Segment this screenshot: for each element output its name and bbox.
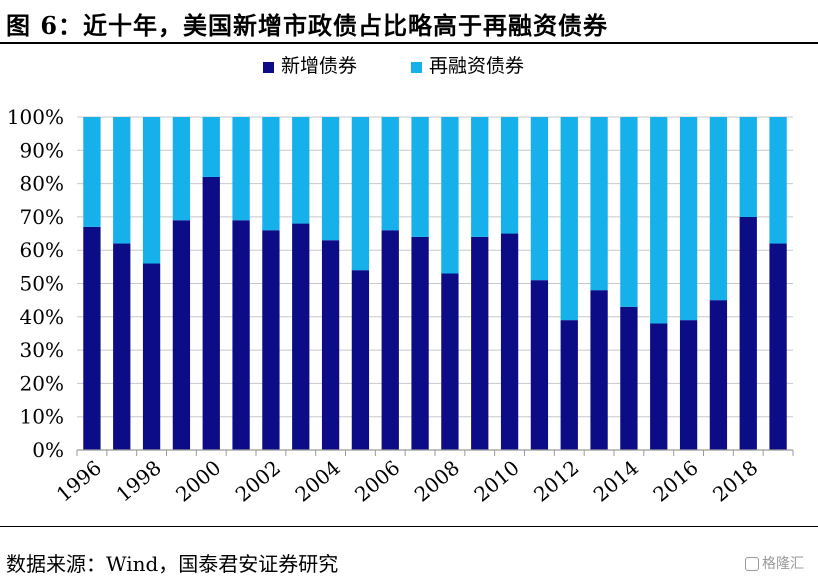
x-tick-label: 2000 (171, 455, 225, 506)
x-tick-label: 2014 (589, 455, 643, 506)
bar-refinancing-2005 (351, 117, 370, 271)
bar-new-issue-2004 (321, 240, 340, 450)
y-tick-label: 100% (7, 105, 64, 129)
chart-legend: 新增债券 再融资债券 (263, 55, 524, 77)
legend-label-refinancing: 再融资债券 (429, 55, 524, 77)
bar-refinancing-1997 (113, 117, 131, 244)
x-tick-label: 1998 (111, 455, 165, 506)
gridlines (77, 116, 793, 418)
legend-label-new-issue: 新增债券 (281, 55, 357, 77)
bar-new-issue-2001 (232, 220, 250, 450)
bar-refinancing-1998 (142, 117, 161, 264)
x-tick-label: 2010 (469, 455, 523, 506)
bar-refinancing-2013 (590, 117, 608, 291)
x-tick-label: 1996 (52, 455, 106, 506)
bar-refinancing-2001 (232, 117, 250, 221)
bar-refinancing-2003 (292, 117, 310, 224)
legend-swatch-refinancing (411, 62, 422, 73)
bar-refinancing-2016 (679, 117, 698, 321)
bar-new-issue-2019 (769, 243, 787, 450)
bar-new-issue-2000 (202, 176, 220, 450)
bar-new-issue-2003 (292, 223, 310, 450)
bar-refinancing-2010 (500, 117, 519, 234)
bar-new-issue-2008 (441, 273, 459, 450)
bar-new-issue-2013 (590, 290, 608, 450)
bar-new-issue-2002 (262, 230, 280, 450)
x-tick-label: 2016 (648, 455, 702, 506)
y-tick-label: 40% (20, 305, 64, 329)
bar-refinancing-2004 (321, 117, 340, 241)
bar-refinancing-2006 (381, 117, 399, 231)
y-tick-label: 0% (32, 438, 64, 462)
bar-refinancing-2000 (202, 117, 220, 177)
bar-new-issue-1996 (83, 226, 101, 450)
bar-refinancing-2015 (650, 117, 668, 324)
bar-new-issue-2016 (679, 320, 698, 450)
bar-new-issue-2006 (381, 230, 399, 450)
bar-refinancing-1999 (172, 117, 191, 221)
y-axis: 0% 10% 20% 30% 40% 50% 60% 70% 80% 90% 100% (7, 105, 64, 462)
x-tick-label: 2018 (708, 455, 762, 506)
y-tick-label: 10% (20, 405, 64, 429)
y-tick-label: 60% (20, 238, 64, 262)
x-tick-label: 2004 (290, 455, 344, 506)
x-tick-label: 2008 (410, 455, 464, 506)
bar-refinancing-2008 (441, 117, 459, 274)
bar-new-issue-2009 (471, 236, 489, 450)
bar-new-issue-1997 (113, 243, 131, 450)
y-tick-label: 20% (20, 371, 64, 395)
bars (83, 117, 787, 450)
bar-new-issue-2015 (650, 323, 668, 450)
bar-refinancing-2012 (560, 117, 578, 321)
y-tick-label: 30% (20, 338, 64, 362)
bar-refinancing-2011 (530, 117, 549, 281)
bar-new-issue-1999 (172, 220, 191, 450)
bar-refinancing-2019 (769, 117, 787, 244)
bar-new-issue-2014 (620, 306, 638, 450)
y-tick-label: 90% (20, 138, 64, 162)
x-axis: 1996 1998 2000 2002 2004 2006 2008 2010 2012 2014… (52, 449, 794, 507)
bar-refinancing-2002 (262, 117, 280, 231)
x-tick-label: 2006 (350, 455, 404, 506)
y-tick-label: 70% (20, 205, 64, 229)
bar-new-issue-2017 (709, 300, 728, 450)
title-rule (0, 42, 818, 44)
bar-new-issue-2005 (351, 270, 370, 450)
y-tick-label: 80% (20, 172, 64, 196)
bar-refinancing-2014 (620, 117, 638, 307)
bar-refinancing-2018 (739, 117, 757, 217)
y-tick-label: 50% (20, 272, 64, 296)
x-tick-label: 2012 (529, 455, 583, 506)
legend-swatch-new-issue (263, 62, 274, 73)
x-tick-label: 2002 (231, 455, 285, 506)
watermark-logo-icon (745, 557, 759, 571)
bar-new-issue-2018 (739, 216, 757, 450)
bar-refinancing-1996 (83, 117, 101, 227)
stacked-bar-chart: 新增债券 再融资债券 0% 10% 20% 30% 40% 50% 60% 70% 80% 90%… (7, 55, 794, 507)
bar-new-issue-2012 (560, 320, 578, 450)
bar-refinancing-2009 (471, 117, 489, 237)
bar-refinancing-2007 (411, 117, 429, 237)
bar-new-issue-1998 (142, 263, 161, 450)
figure-title: 图 6：近十年，美国新增市政债占比略高于再融资债券 (6, 11, 609, 40)
bar-new-issue-2010 (500, 233, 519, 450)
source-note: 数据来源：Wind，国泰君安证券研究 (6, 552, 339, 576)
bar-new-issue-2011 (530, 280, 549, 450)
watermark-text: 格隆汇 (762, 556, 804, 572)
watermark: 格隆汇 (745, 553, 804, 573)
bar-new-issue-2007 (411, 236, 429, 450)
bottom-rule (0, 526, 818, 527)
bar-refinancing-2017 (709, 117, 728, 301)
